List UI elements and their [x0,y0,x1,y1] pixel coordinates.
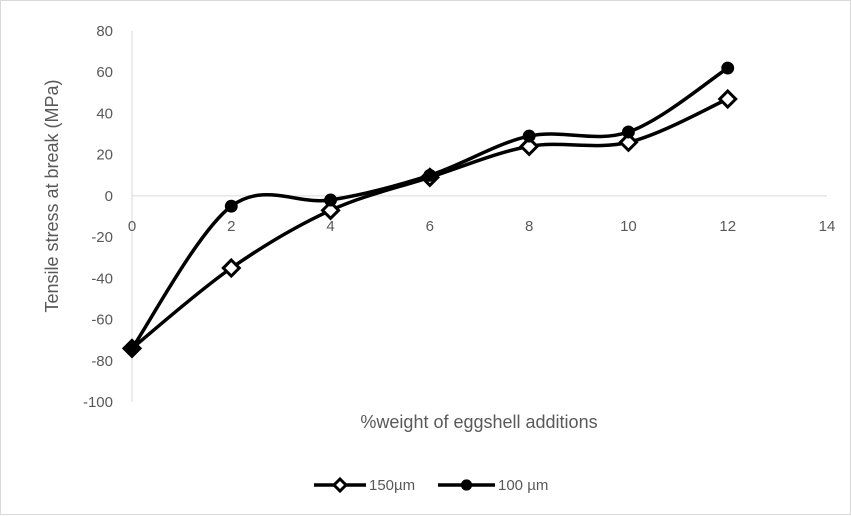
x-tick-label: 0 [128,218,136,235]
series-layer [121,61,738,359]
y-tick-label: -100 [83,394,113,411]
y-tick-label: 80 [96,23,113,40]
x-tick-label: 12 [719,218,736,235]
legend-diamond-marker [331,476,349,494]
x-tick-label: 10 [620,218,637,235]
x-tick-labels: 0 2 4 6 8 10 12 14 [128,218,836,235]
y-tick-label: -60 [91,312,113,329]
diamond-marker [519,136,540,157]
legend-label: 150µm [369,477,415,494]
legend-entry: 150µm [314,476,415,494]
diamond-marker [618,132,639,153]
circle-marker [721,61,735,75]
circle-marker [522,129,536,143]
x-tick-label: 14 [819,218,836,235]
y-tick-label: 0 [105,188,113,205]
circle-marker [224,199,238,213]
y-tick-label: 40 [96,105,113,122]
axes [131,31,827,402]
y-tick-label: 60 [96,64,113,81]
legend: 150µm 100 µm [314,476,548,494]
x-tick-label: 2 [227,218,235,235]
diamond-marker [320,200,341,221]
x-axis-title: %weight of eggshell additions [360,412,597,432]
circle-marker [324,193,338,207]
y-axis-title: Tensile stress at break (MPa) [42,79,62,312]
series-circle [125,61,735,355]
legend-entry: 100 µm [438,477,548,494]
x-tick-label: 4 [326,218,334,235]
legend-circle-marker [460,479,473,491]
circle-marker [621,125,635,139]
diamond-marker [221,257,242,279]
x-tick-label: 6 [426,218,434,235]
y-tick-labels: 80 60 40 20 0 -20 -40 -60 -80 -100 [83,23,113,411]
legend-label: 100 µm [498,477,548,494]
diamond-marker [717,88,738,110]
y-tick-label: -80 [91,353,113,370]
circle-marker [423,168,437,182]
series-line [130,66,729,350]
x-tick-label: 8 [525,218,533,235]
y-tick-label: 20 [96,147,113,164]
circle-marker [125,341,139,355]
y-tick-label: -40 [91,270,113,287]
y-tick-label: -20 [91,229,113,246]
